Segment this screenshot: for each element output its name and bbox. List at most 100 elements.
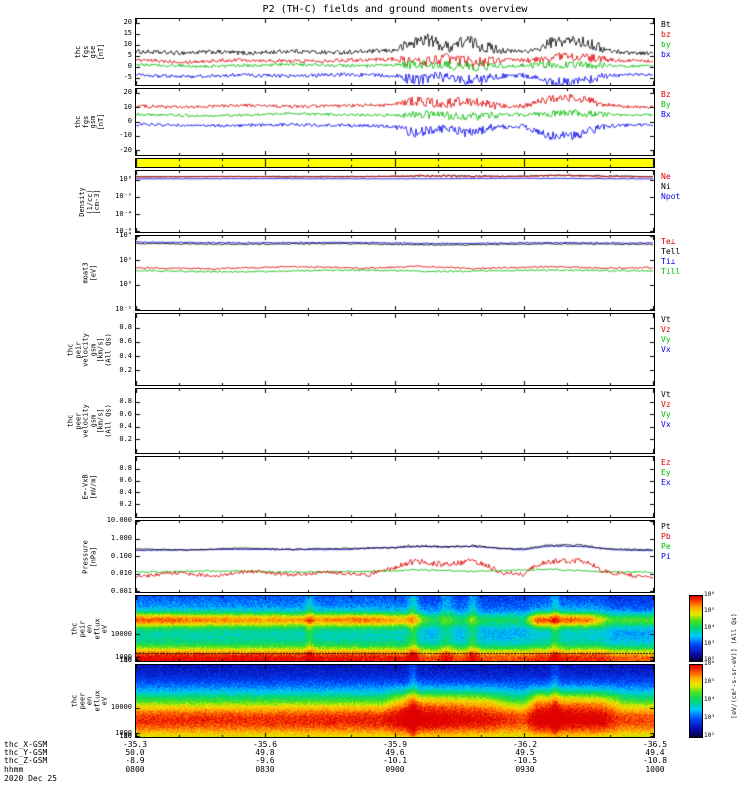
legend-efield-Ez: Ez (661, 458, 671, 467)
x-tick-value: 49.6 (385, 748, 405, 757)
colorbar-tick: 10⁵ (704, 678, 715, 685)
page-title: P2 (TH-C) fields and ground moments over… (262, 4, 528, 15)
y-tick-label: 10⁻⁶ (115, 227, 132, 235)
panel-label-fgs_gsm: thc fgs gsm [nT] (74, 113, 105, 131)
y-tick-label: 0.6 (119, 409, 132, 418)
x-tick-value: 49.5 (515, 748, 535, 757)
legend-moat3-Te⊥: Te⊥ (661, 237, 676, 246)
colorbar-tick: 10³ (704, 639, 715, 647)
panel-peer_velocity (135, 388, 655, 454)
y-tick-label: 10⁰ (119, 174, 132, 183)
y-tick-label: 0.4 (119, 488, 132, 496)
y-tick-label: 10.000 (106, 516, 132, 524)
legend-fgs_gse-by: by (661, 40, 671, 49)
panel-label-density: Density (1/cc) [cm-3] (77, 186, 101, 217)
legend-pressure-Pi: Pi (661, 552, 671, 561)
colorbar-tick: 10² (704, 732, 715, 739)
y-tick-label: 20 (123, 18, 132, 27)
x-tick-value: 0800 (125, 765, 145, 774)
legend-fgs_gse-bx: bx (661, 50, 671, 59)
y-tick-label: 100 (119, 731, 132, 740)
legend-peer_velocity-Vy: Vy (661, 410, 671, 419)
y-tick-label: 0.010 (110, 569, 132, 578)
y-tick-label: 0.2 (119, 500, 132, 508)
x-tick-value: -35.6 (252, 740, 278, 749)
legend-peer_velocity-Vz: Vz (661, 400, 671, 409)
legend-density-Ne: Ne (661, 172, 671, 181)
panel-peer_eflux (135, 664, 655, 738)
legend-peir_velocity-Vy: Vy (661, 335, 671, 344)
legend-pressure-Pt: Pt (661, 522, 671, 531)
legend-fgs_gsm-By: By (661, 100, 671, 109)
y-tick-label: -10 (119, 131, 132, 140)
colorbar-tick: 10² (704, 656, 715, 663)
x-tick-value: 49.8 (255, 748, 275, 757)
legend-pressure-Pb: Pb (661, 532, 671, 541)
legend-moat3-Ti⊥: Ti⊥ (661, 257, 676, 266)
legend-peir_velocity-Vt: Vt (661, 315, 671, 324)
legend-peir_velocity-Vz: Vz (661, 325, 671, 334)
x-tick-value: 50.0 (125, 748, 145, 757)
x-row-label-thc_X-GSM: thc_X-GSM (4, 740, 48, 749)
colorbar-tick: 10⁶ (704, 591, 715, 598)
x-tick-value: -36.5 (642, 740, 668, 749)
y-tick-label: 0.100 (110, 551, 132, 560)
panel-label-peer_velocity: thc peer velocity gsm [km/s] (All Qs) (66, 404, 113, 438)
y-tick-label: 10 (123, 40, 132, 49)
colorbar-tick: 10⁴ (704, 623, 715, 631)
y-tick-label: 10⁰ (119, 280, 132, 289)
panel-fgs_gse (135, 18, 655, 86)
colorbar-peir_eflux (689, 595, 703, 662)
y-tick-label: 10⁴ (119, 231, 132, 239)
y-tick-label: -5 (123, 73, 132, 82)
panel-label-peer_eflux: thc peer en eflux eV (70, 690, 109, 712)
panel-efield (135, 456, 655, 518)
panel-peir_velocity (135, 313, 655, 386)
colorbar-tick: 10³ (704, 714, 715, 721)
legend-peer_velocity-Vt: Vt (661, 390, 671, 399)
x-tick-value: -36.2 (512, 740, 538, 749)
y-tick-label: 0.2 (119, 435, 132, 444)
legend-fgs_gsm-Bx: Bx (661, 110, 671, 119)
panel-label-fgs_gse: thc fgs gse [nT] (74, 43, 105, 61)
y-tick-label: 100 (119, 655, 132, 664)
x-tick-value: -35.9 (382, 740, 408, 749)
y-tick-label: 1.000 (110, 533, 132, 542)
x-tick-value: 1000 (645, 765, 665, 774)
legend-density-Ni: Ni (661, 182, 671, 191)
legend-moat3-Till: Till (661, 267, 681, 276)
y-tick-label: 0.8 (119, 464, 132, 472)
y-tick-label: 0.001 (110, 587, 132, 595)
x-tick-value: -10.8 (642, 756, 668, 765)
y-tick-label: 10000 (110, 703, 132, 712)
legend-fgs_gse-Bt: Bt (661, 20, 671, 29)
panel-density (135, 170, 655, 233)
legend-density-Npot: Npot (661, 192, 681, 201)
panel-label-peir_eflux: thc peir en eflux eV (70, 617, 109, 640)
panel-label-pressure: Pressure [nPa] (81, 539, 98, 574)
panel-moat3 (135, 235, 655, 311)
y-tick-label: 10⁻² (115, 305, 132, 313)
legend-peer_velocity-Vx: Vx (661, 420, 671, 429)
colorbar-tick: 10⁶ (704, 660, 715, 667)
x-row-label-thc_Z-GSM: thc_Z-GSM (4, 756, 48, 765)
y-tick-label: 10 (123, 731, 132, 740)
x-tick-value: 49.4 (645, 748, 665, 757)
colorbar-unit-label: [eV/(cm²-s-sr-eV)] (All Qs) (730, 613, 738, 719)
x-tick-value: -35.3 (122, 740, 148, 749)
legend-peir_velocity-Vx: Vx (661, 345, 671, 354)
y-tick-label: 10000 (110, 630, 132, 638)
y-tick-label: 0.6 (119, 337, 132, 346)
date-label: 2020 Dec 25 (4, 774, 57, 783)
colorbar-peer_eflux (689, 664, 703, 738)
panel-label-moat3: moat3 [eV] (81, 262, 98, 284)
x-tick-value: -8.9 (125, 756, 145, 765)
y-tick-label: 0.6 (119, 476, 132, 484)
y-tick-label: 5 (127, 51, 132, 60)
y-tick-label: -20 (119, 145, 132, 154)
x-row-label-hhmm: hhmm (4, 765, 24, 774)
panel-label-peir_velocity: thc peir velocity gsm [km/s] (All Qs) (66, 332, 113, 367)
y-tick-label: 0.8 (119, 396, 132, 405)
panel-peir_eflux (135, 595, 655, 662)
